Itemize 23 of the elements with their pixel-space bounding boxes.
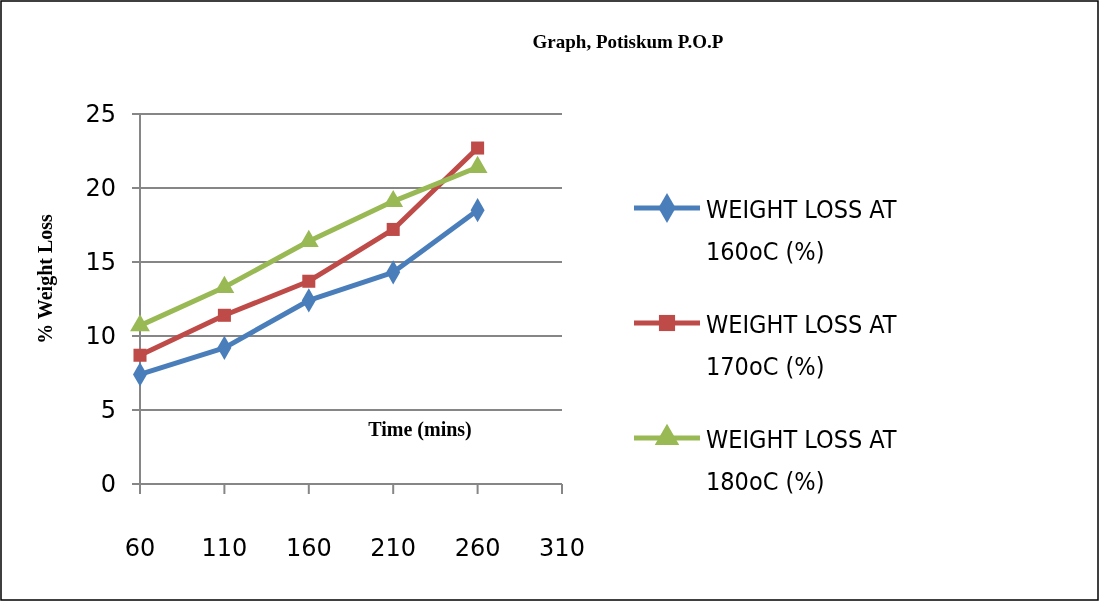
y-tick-label: 15 [85,248,116,277]
x-tick-label: 210 [370,534,417,562]
point [133,348,147,362]
x-tick-label: 60 [124,534,156,562]
x-tick-label: 160 [285,534,332,562]
x-tick-label: 110 [201,534,248,562]
legend-label: WEIGHT LOSS AT 180oC (%) [706,425,897,496]
point [471,141,485,155]
text: Graph, Potiskum P.O.P [532,31,724,52]
y-tick-label: 10 [85,322,116,351]
point [302,274,316,288]
x-tick-label: 310 [539,534,585,562]
y-tick-label: 20 [85,174,116,203]
y-tick-label: 0 [100,470,116,499]
x-axis-title: Time (mins) [368,418,472,441]
legend-label: WEIGHT LOSS AT 160oC (%) [706,195,897,266]
point [386,222,400,236]
y-axis-title: % Weight Loss [34,213,57,344]
point [217,308,231,322]
y-tick-label: 25 [85,100,116,129]
legend-label: WEIGHT LOSS AT 170oC (%) [706,310,897,381]
x-tick-label: 260 [454,534,501,562]
y-tick-label: 5 [100,396,116,425]
